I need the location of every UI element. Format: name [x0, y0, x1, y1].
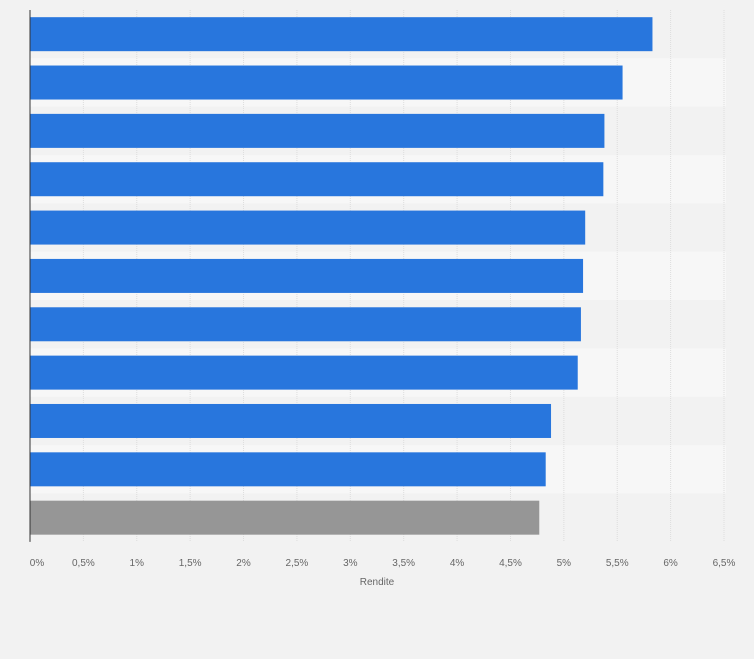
- x-tick-label: 2%: [236, 558, 251, 569]
- x-tick-labels: 0% 0,5% 1% 1,5% 2% 2,5% 3% 3,5% 4% 4,5% 5% 5,5% 6% 6,…: [30, 558, 736, 569]
- bar[interactable]: [30, 113, 605, 148]
- x-tick-label: 4,5%: [499, 558, 522, 569]
- bar[interactable]: [30, 355, 578, 390]
- bar[interactable]: [30, 258, 584, 293]
- x-tick-label: 5%: [557, 558, 572, 569]
- x-tick-label: 0,5%: [72, 558, 95, 569]
- x-tick-label: 1%: [130, 558, 145, 569]
- bars: [30, 17, 653, 535]
- x-tick-label: 6,5%: [713, 558, 736, 569]
- x-tick-label: 2,5%: [286, 558, 309, 569]
- bar[interactable]: [30, 500, 540, 535]
- bar[interactable]: [30, 65, 623, 100]
- bar[interactable]: [30, 17, 653, 52]
- x-tick-label: 5,5%: [606, 558, 629, 569]
- bar[interactable]: [30, 403, 552, 438]
- x-tick-label: 3%: [343, 558, 358, 569]
- bar[interactable]: [30, 210, 586, 245]
- x-tick-label: 6%: [663, 558, 678, 569]
- x-tick-label: 3,5%: [392, 558, 415, 569]
- bar[interactable]: [30, 162, 604, 197]
- bar[interactable]: [30, 452, 546, 487]
- x-tick-label: 4%: [450, 558, 465, 569]
- x-axis-title: Rendite: [360, 577, 395, 588]
- bar[interactable]: [30, 307, 581, 342]
- x-tick-label: 0%: [30, 558, 45, 569]
- x-tick-label: 1,5%: [179, 558, 202, 569]
